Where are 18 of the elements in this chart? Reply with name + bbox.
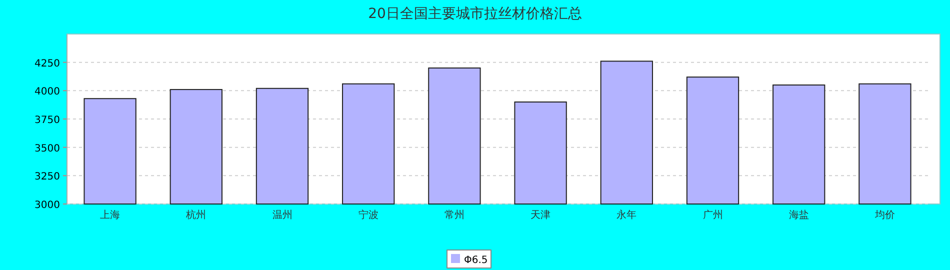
x-tick-label: 宁波	[358, 209, 378, 221]
x-tick-label: 上海	[100, 209, 120, 221]
x-tick-label: 均价	[874, 209, 895, 221]
y-tick-label: 4000	[34, 86, 60, 98]
x-tick-label: 永年	[616, 209, 637, 221]
x-tick-label: 海盐	[788, 209, 809, 221]
chart-title: 20日全国主要城市拉丝材价格汇总	[368, 6, 582, 22]
x-tick-label: 常州	[444, 209, 464, 221]
y-tick-label: 3250	[34, 172, 60, 183]
y-tick-label: 3000	[34, 200, 60, 211]
y-tick-label: 3750	[34, 115, 60, 126]
y-tick-label: 4250	[34, 58, 60, 70]
x-tick-label: 广州	[702, 209, 723, 221]
legend-label: Φ6.5	[464, 255, 488, 266]
x-tick-label: 天津	[530, 209, 551, 221]
x-tick-label: 温州	[272, 209, 292, 221]
x-tick-label: 杭州	[185, 209, 206, 221]
y-tick-label: 3500	[34, 143, 60, 154]
